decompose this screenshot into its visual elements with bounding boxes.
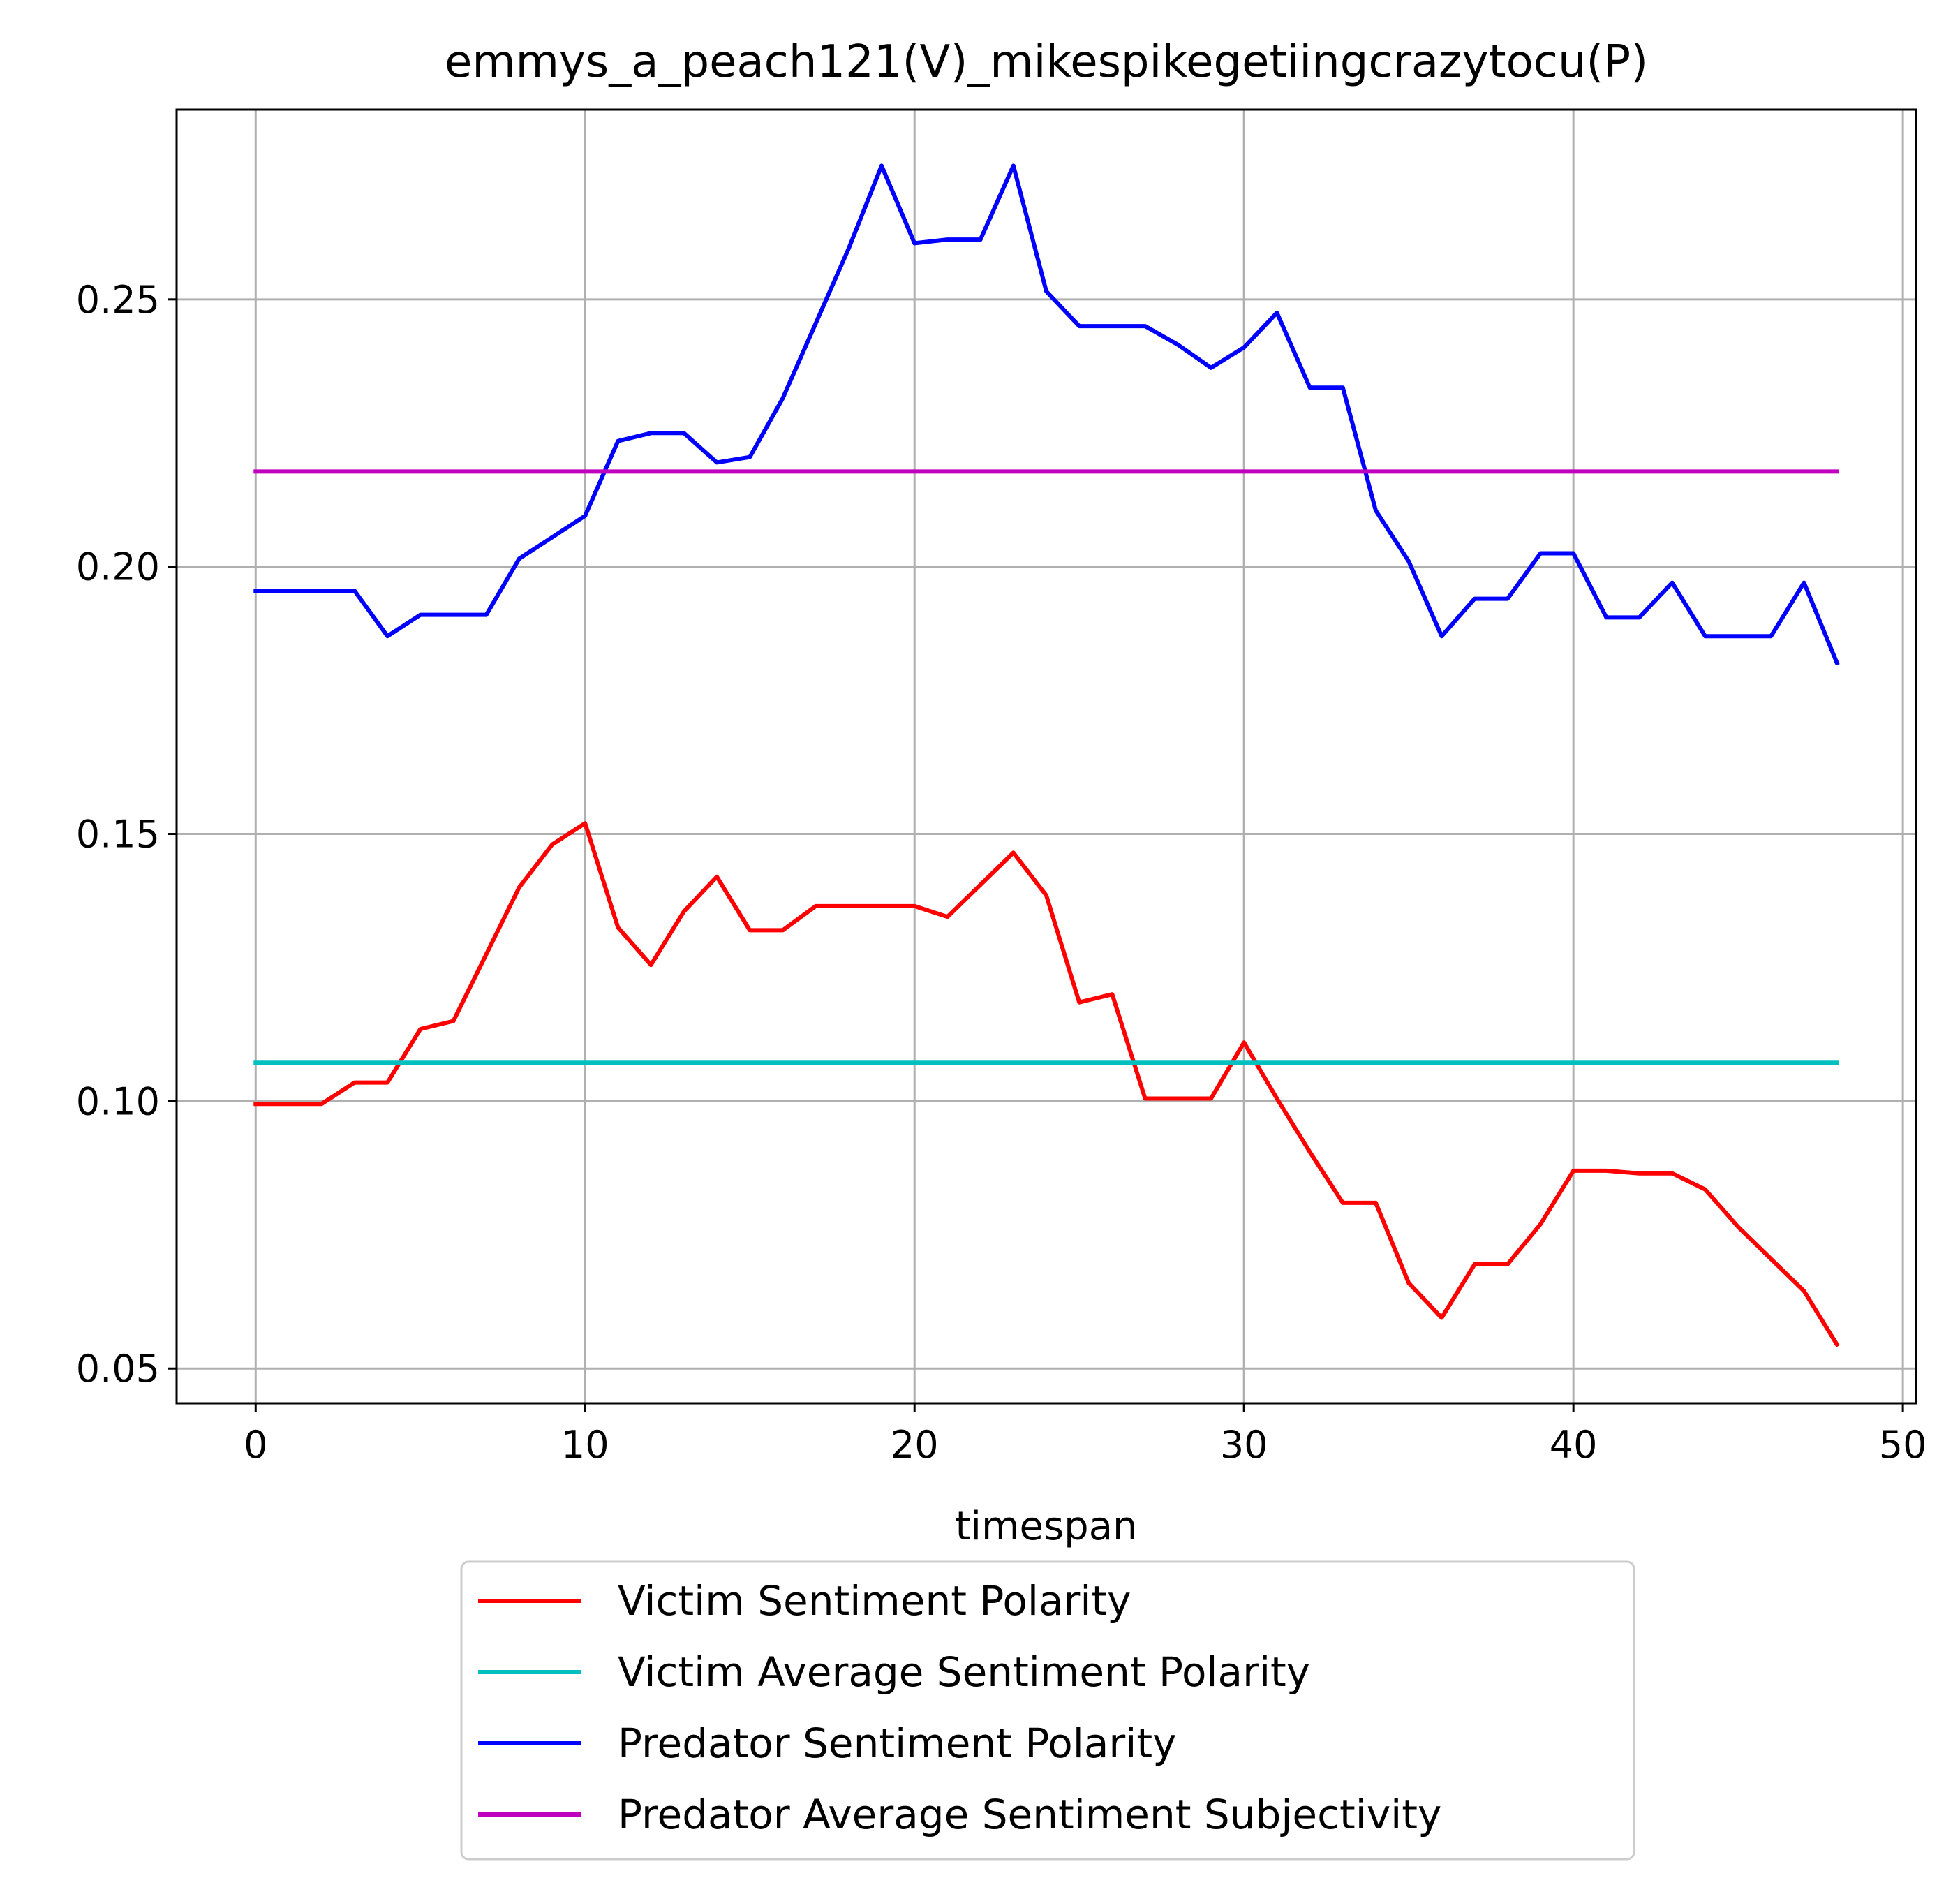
legend: Victim Sentiment Polarity Victim Average … (460, 1560, 1635, 1861)
series-group (253, 163, 1840, 1347)
grid (177, 110, 1916, 1403)
y-tick-label: 0.20 (76, 545, 160, 589)
series-line-3 (253, 163, 1840, 666)
x-tick-label: 20 (891, 1423, 939, 1467)
legend-frame (460, 1560, 1635, 1861)
x-tick-label: 30 (1220, 1423, 1268, 1467)
legend-label-1: Victim Sentiment Polarity (618, 1577, 1131, 1625)
x-tick-label: 0 (244, 1423, 267, 1467)
plot-frame (175, 108, 1917, 1405)
x-axis: 0 10 20 30 40 50 (244, 1403, 1926, 1467)
series-line-1 (253, 821, 1840, 1347)
x-tick-label: 50 (1879, 1423, 1927, 1467)
y-tick-label: 0.25 (76, 278, 160, 322)
x-axis-label: timespan (955, 1504, 1137, 1549)
y-axis: 0.05 0.10 0.15 0.20 0.25 (76, 278, 177, 1391)
legend-label-2: Victim Average Sentiment Polarity (618, 1648, 1310, 1696)
x-tick-label: 10 (561, 1423, 609, 1467)
legend-label-3: Predator Sentiment Polarity (618, 1720, 1176, 1767)
legend-items: Victim Sentiment Polarity Victim Average … (478, 1577, 1441, 1838)
y-tick-label: 0.10 (76, 1079, 160, 1123)
legend-label-4: Predator Average Sentiment Subjectivity (618, 1791, 1441, 1838)
chart-title: emmys_a_peach121(V)_mikespikegetiingcraz… (445, 36, 1648, 88)
y-tick-label: 0.15 (76, 813, 160, 857)
x-tick-label: 40 (1550, 1423, 1598, 1467)
y-tick-label: 0.05 (76, 1347, 160, 1391)
